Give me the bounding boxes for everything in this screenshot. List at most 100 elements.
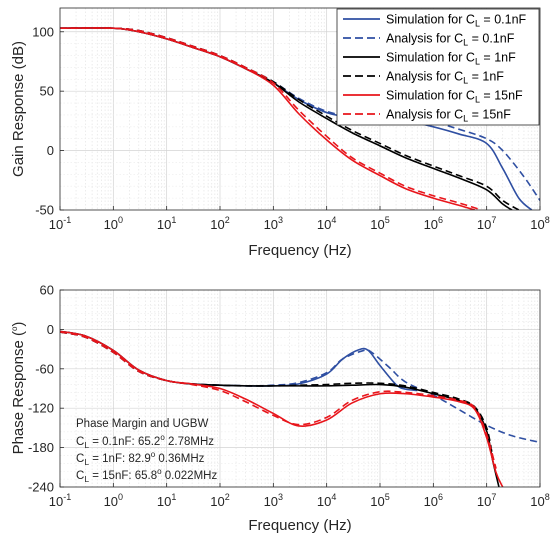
legend-label-suffix: = 15nF [480, 89, 523, 103]
x-tick-exponent: 7 [491, 492, 496, 502]
phase-annotation: Phase Margin and UGBW CL = 0.1nF: 65.2o … [76, 418, 217, 484]
legend-label-subscript: L [475, 19, 480, 29]
x-tick-label: 103 [264, 215, 283, 232]
legend-label-prefix: Simulation for C [386, 13, 475, 27]
x-tick-exponent: 3 [278, 215, 283, 225]
x-tick-label: 102 [210, 215, 229, 232]
x-tick-exponent: 8 [545, 492, 550, 502]
x-tick-base: 10 [424, 494, 438, 509]
phase-y-axis-label: Phase Response (o) [10, 322, 27, 455]
y-tick-label: -60 [35, 361, 54, 376]
x-tick-label: 106 [424, 492, 443, 509]
legend-label: Simulation for CL = 15nF [386, 89, 523, 105]
x-tick-exponent: -1 [63, 215, 71, 225]
gain-y-ticks: -50 0 50 100 [32, 24, 64, 218]
legend-label-prefix: Analysis for C [386, 32, 463, 46]
annotation-ugbw: 2.78MHz [165, 436, 214, 448]
x-tick-base: 10 [530, 217, 544, 232]
x-tick-exponent: 2 [225, 492, 230, 502]
y-tick-label: 0 [47, 322, 54, 337]
y-tick-label: 0 [47, 143, 54, 158]
legend-label-prefix: Simulation for C [386, 89, 475, 103]
legend-label: Analysis for CL = 15nF [386, 108, 511, 124]
phase-x-axis-label: Frequency (Hz) [248, 517, 351, 534]
x-tick-base: 10 [104, 494, 118, 509]
series-line-5 [60, 330, 504, 487]
x-tick-label: 104 [317, 215, 336, 232]
x-tick-label: 104 [317, 492, 336, 509]
y-tick-label: 50 [40, 84, 54, 99]
annotation-title: Phase Margin and UGBW [76, 418, 208, 430]
x-tick-label: 102 [210, 492, 229, 509]
x-tick-base: 10 [264, 494, 278, 509]
x-tick-label: 107 [477, 215, 496, 232]
x-tick-base: 10 [104, 217, 118, 232]
x-tick-label: 103 [264, 492, 283, 509]
phase-axes-box [59, 289, 541, 488]
series-line-2 [60, 331, 540, 444]
x-tick-base: 10 [530, 494, 544, 509]
x-tick-label: 101 [157, 215, 176, 232]
annotation-subscript: L [84, 457, 89, 467]
phase-x-ticks: 10-1 100 101 102 103 104 105 106 107 108 [49, 483, 550, 509]
annotation-degree: o [151, 450, 156, 459]
series-line-5 [60, 27, 476, 210]
annotation-margin: = 1nF: 82.9 [89, 453, 151, 465]
annotation-margin: = 0.1nF: 65.2 [89, 436, 160, 448]
x-tick-base: 10 [477, 217, 491, 232]
annotation-ugbw: 0.022MHz [162, 470, 218, 482]
legend-label-subscript: L [463, 114, 468, 124]
x-tick-exponent: 3 [278, 492, 283, 502]
x-tick-base: 10 [317, 217, 331, 232]
annotation-ugbw: 0.36MHz [155, 453, 204, 465]
gain-x-axis-label: Frequency (Hz) [248, 242, 351, 259]
annotation-cl: C [76, 453, 84, 465]
x-tick-exponent: 0 [118, 492, 123, 502]
x-tick-label: 101 [157, 492, 176, 509]
x-tick-base: 10 [370, 217, 384, 232]
legend-label: Analysis for CL = 1nF [386, 70, 504, 86]
y-tick-label: 100 [32, 24, 54, 39]
x-tick-label: 105 [370, 215, 389, 232]
gain-series [60, 27, 540, 210]
x-tick-label: 106 [424, 215, 443, 232]
annotation-cl: C [76, 470, 84, 482]
x-tick-base: 10 [157, 494, 171, 509]
x-tick-base: 10 [157, 217, 171, 232]
legend-label-subscript: L [475, 57, 480, 67]
gain-axes-box [59, 7, 541, 211]
gain-y-axis-label: Gain Response (dB) [10, 41, 27, 177]
annotation-line: CL = 1nF: 82.9o 0.36MHz [76, 450, 205, 467]
x-tick-exponent: 6 [438, 215, 443, 225]
x-tick-base: 10 [49, 217, 63, 232]
legend-label-prefix: Analysis for C [386, 108, 463, 122]
x-tick-exponent: -1 [63, 492, 71, 502]
y-tick-label: -180 [28, 440, 54, 455]
legend-label-suffix: = 1nF [480, 51, 516, 65]
annotation-line: CL = 0.1nF: 65.2o 2.78MHz [76, 433, 214, 450]
series-line-6 [60, 27, 482, 210]
legend-label-prefix: Analysis for C [386, 70, 463, 84]
annotation-subscript: L [84, 440, 89, 450]
x-tick-base: 10 [264, 217, 278, 232]
x-tick-base: 10 [210, 217, 224, 232]
legend-label: Simulation for CL = 0.1nF [386, 13, 527, 29]
x-tick-label: 107 [477, 492, 496, 509]
x-tick-label: 100 [104, 492, 123, 509]
annotation-subscript: L [84, 474, 89, 484]
x-tick-exponent: 8 [545, 215, 550, 225]
x-tick-label: 100 [104, 215, 123, 232]
phase-y-ticks: -240 -180 -120 -60 0 60 [28, 283, 64, 495]
series-line-6 [60, 331, 497, 469]
phase-y-label-degree: o [10, 326, 19, 331]
legend-label-suffix: = 0.1nF [468, 32, 515, 46]
legend-label-suffix: = 0.1nF [480, 13, 527, 27]
phase-y-label-close: ) [10, 322, 27, 327]
x-tick-exponent: 2 [225, 215, 230, 225]
y-tick-label: -50 [35, 203, 54, 218]
x-tick-exponent: 1 [171, 492, 176, 502]
